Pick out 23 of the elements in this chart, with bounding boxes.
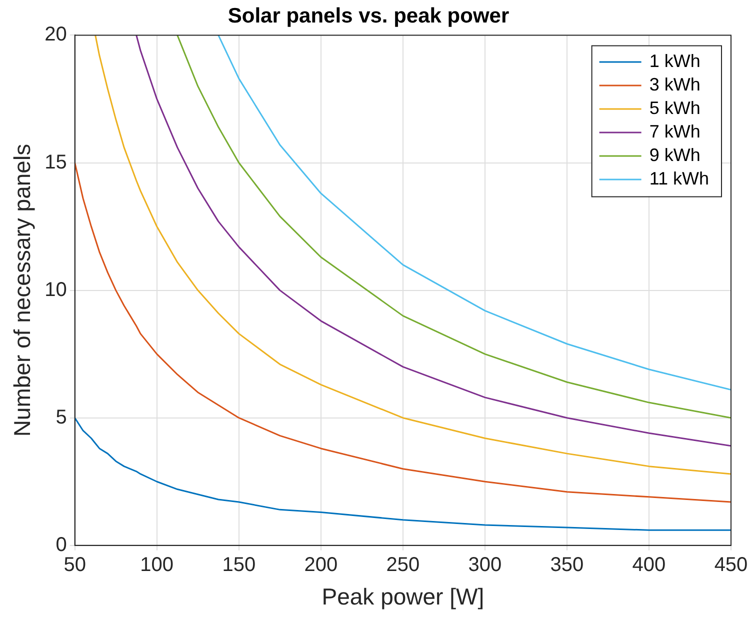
x-tick-label: 150 [222,554,256,576]
legend-label: 3 kWh [649,74,700,94]
x-tick-label: 300 [468,554,502,576]
x-tick-label: 100 [140,554,174,576]
legend-label: 1 kWh [649,50,700,71]
x-tick-label: 350 [550,554,584,576]
y-tick-label: 15 [44,151,67,174]
x-tick-label: 450 [714,554,748,576]
x-tick-label: 250 [386,554,420,576]
x-tick-label: 50 [64,554,86,576]
y-tick-label: 0 [56,534,67,556]
legend-label: 11 kWh [649,168,709,188]
legend-label: 5 kWh [649,98,700,118]
legend-label: 7 kWh [649,121,700,142]
y-tick-label: 5 [56,406,67,428]
x-axis-title: Peak power [W] [322,584,484,610]
y-axis-title: Number of necessary panels [9,144,36,437]
x-tick-label: 400 [632,554,666,576]
x-tick-label: 200 [304,554,338,576]
chart-title: Solar panels vs. peak power [228,4,510,28]
legend-label: 9 kWh [649,144,700,165]
y-tick-label: 20 [44,24,67,46]
y-tick-label: 10 [44,278,67,301]
